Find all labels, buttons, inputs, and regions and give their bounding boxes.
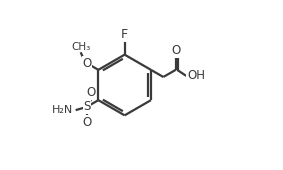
Text: S: S [83,100,91,113]
Text: CH₃: CH₃ [71,42,90,52]
Text: H₂N: H₂N [52,105,74,115]
Text: O: O [82,57,92,70]
Text: O: O [171,44,180,57]
Text: O: O [82,116,92,129]
Text: F: F [121,28,128,41]
Text: O: O [86,86,96,99]
Text: OH: OH [187,69,205,82]
